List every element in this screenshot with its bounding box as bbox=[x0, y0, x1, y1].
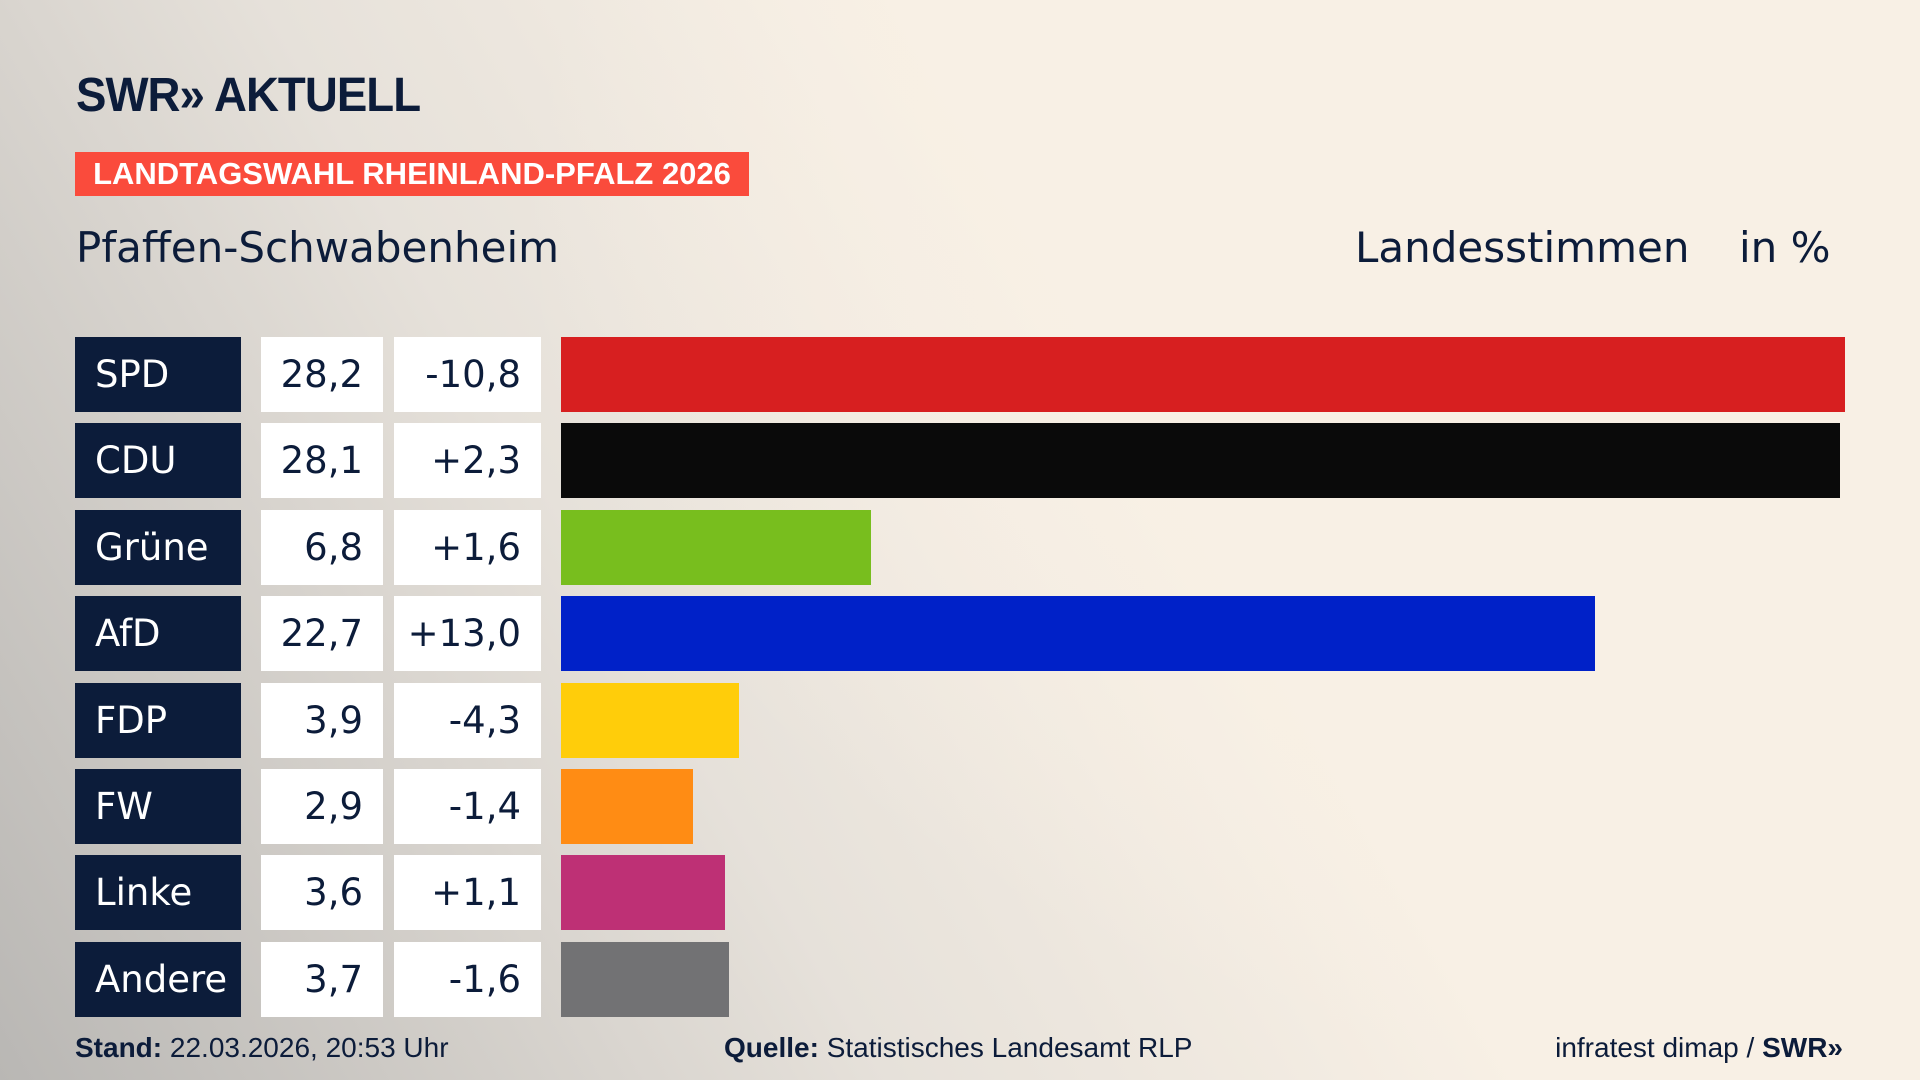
result-row: Linke 3,6 +1,1 bbox=[0, 855, 1920, 931]
stand-label: Stand: bbox=[75, 1032, 163, 1063]
metric-label: Landesstimmen bbox=[1355, 223, 1690, 272]
value-label: 22,7 bbox=[261, 596, 383, 672]
party-label: FW bbox=[75, 769, 241, 844]
bar-fw bbox=[561, 769, 694, 844]
party-label: Andere bbox=[75, 941, 241, 1017]
value-label: 3,9 bbox=[261, 682, 383, 758]
swr-brand-logo: SWR» bbox=[1762, 1032, 1843, 1063]
result-row: CDU 28,1 +2,3 bbox=[0, 423, 1920, 499]
party-label: CDU bbox=[75, 423, 241, 499]
source-label: Quelle: bbox=[724, 1032, 819, 1063]
value-label: 3,7 bbox=[261, 941, 383, 1017]
change-label: -10,8 bbox=[394, 337, 541, 412]
location-title: Pfaffen-Schwabenheim bbox=[76, 223, 560, 272]
party-label: Grüne bbox=[75, 509, 241, 585]
result-row: Andere 3,7 -1,6 bbox=[0, 941, 1920, 1017]
result-row: Grüne 6,8 +1,6 bbox=[0, 509, 1920, 585]
timestamp: Stand: 22.03.2026, 20:53 Uhr bbox=[75, 1030, 449, 1066]
change-label: +13,0 bbox=[394, 596, 541, 672]
value-label: 28,1 bbox=[261, 423, 383, 499]
credit-text: infratest dimap / bbox=[1555, 1032, 1755, 1063]
change-label: +1,6 bbox=[394, 509, 541, 585]
change-label: -1,6 bbox=[394, 941, 541, 1017]
party-label: FDP bbox=[75, 682, 241, 758]
change-label: -4,3 bbox=[394, 682, 541, 758]
result-row: FDP 3,9 -4,3 bbox=[0, 682, 1920, 758]
result-row: AfD 22,7 +13,0 bbox=[0, 596, 1920, 672]
party-label: SPD bbox=[75, 337, 241, 412]
result-row: FW 2,9 -1,4 bbox=[0, 769, 1920, 844]
bar-afd bbox=[561, 596, 1595, 672]
source-value: Statistisches Landesamt RLP bbox=[826, 1032, 1193, 1063]
swr-aktuell-logo: SWR» AKTUELL bbox=[76, 69, 421, 122]
party-label: AfD bbox=[75, 596, 241, 672]
value-label: 6,8 bbox=[261, 509, 383, 585]
bar-cdu bbox=[561, 423, 1841, 499]
value-label: 28,2 bbox=[261, 337, 383, 412]
change-label: -1,4 bbox=[394, 769, 541, 844]
change-label: +1,1 bbox=[394, 855, 541, 931]
source: Quelle: Statistisches Landesamt RLP bbox=[724, 1030, 1192, 1066]
bar-andere bbox=[561, 941, 730, 1017]
unit-label: in % bbox=[1739, 223, 1831, 272]
result-row: SPD 28,2 -10,8 bbox=[0, 337, 1920, 412]
stand-value: 22.03.2026, 20:53 Uhr bbox=[169, 1032, 449, 1063]
election-banner: LANDTAGSWAHL RHEINLAND-PFALZ 2026 bbox=[75, 152, 749, 196]
bar-grüne bbox=[561, 509, 871, 585]
value-label: 2,9 bbox=[261, 769, 383, 844]
bar-spd bbox=[561, 337, 1845, 412]
bar-linke bbox=[561, 855, 725, 931]
change-label: +2,3 bbox=[394, 423, 541, 499]
party-label: Linke bbox=[75, 855, 241, 931]
bar-fdp bbox=[561, 682, 739, 758]
value-label: 3,6 bbox=[261, 855, 383, 931]
credit: infratest dimap / SWR» bbox=[1555, 1030, 1843, 1066]
